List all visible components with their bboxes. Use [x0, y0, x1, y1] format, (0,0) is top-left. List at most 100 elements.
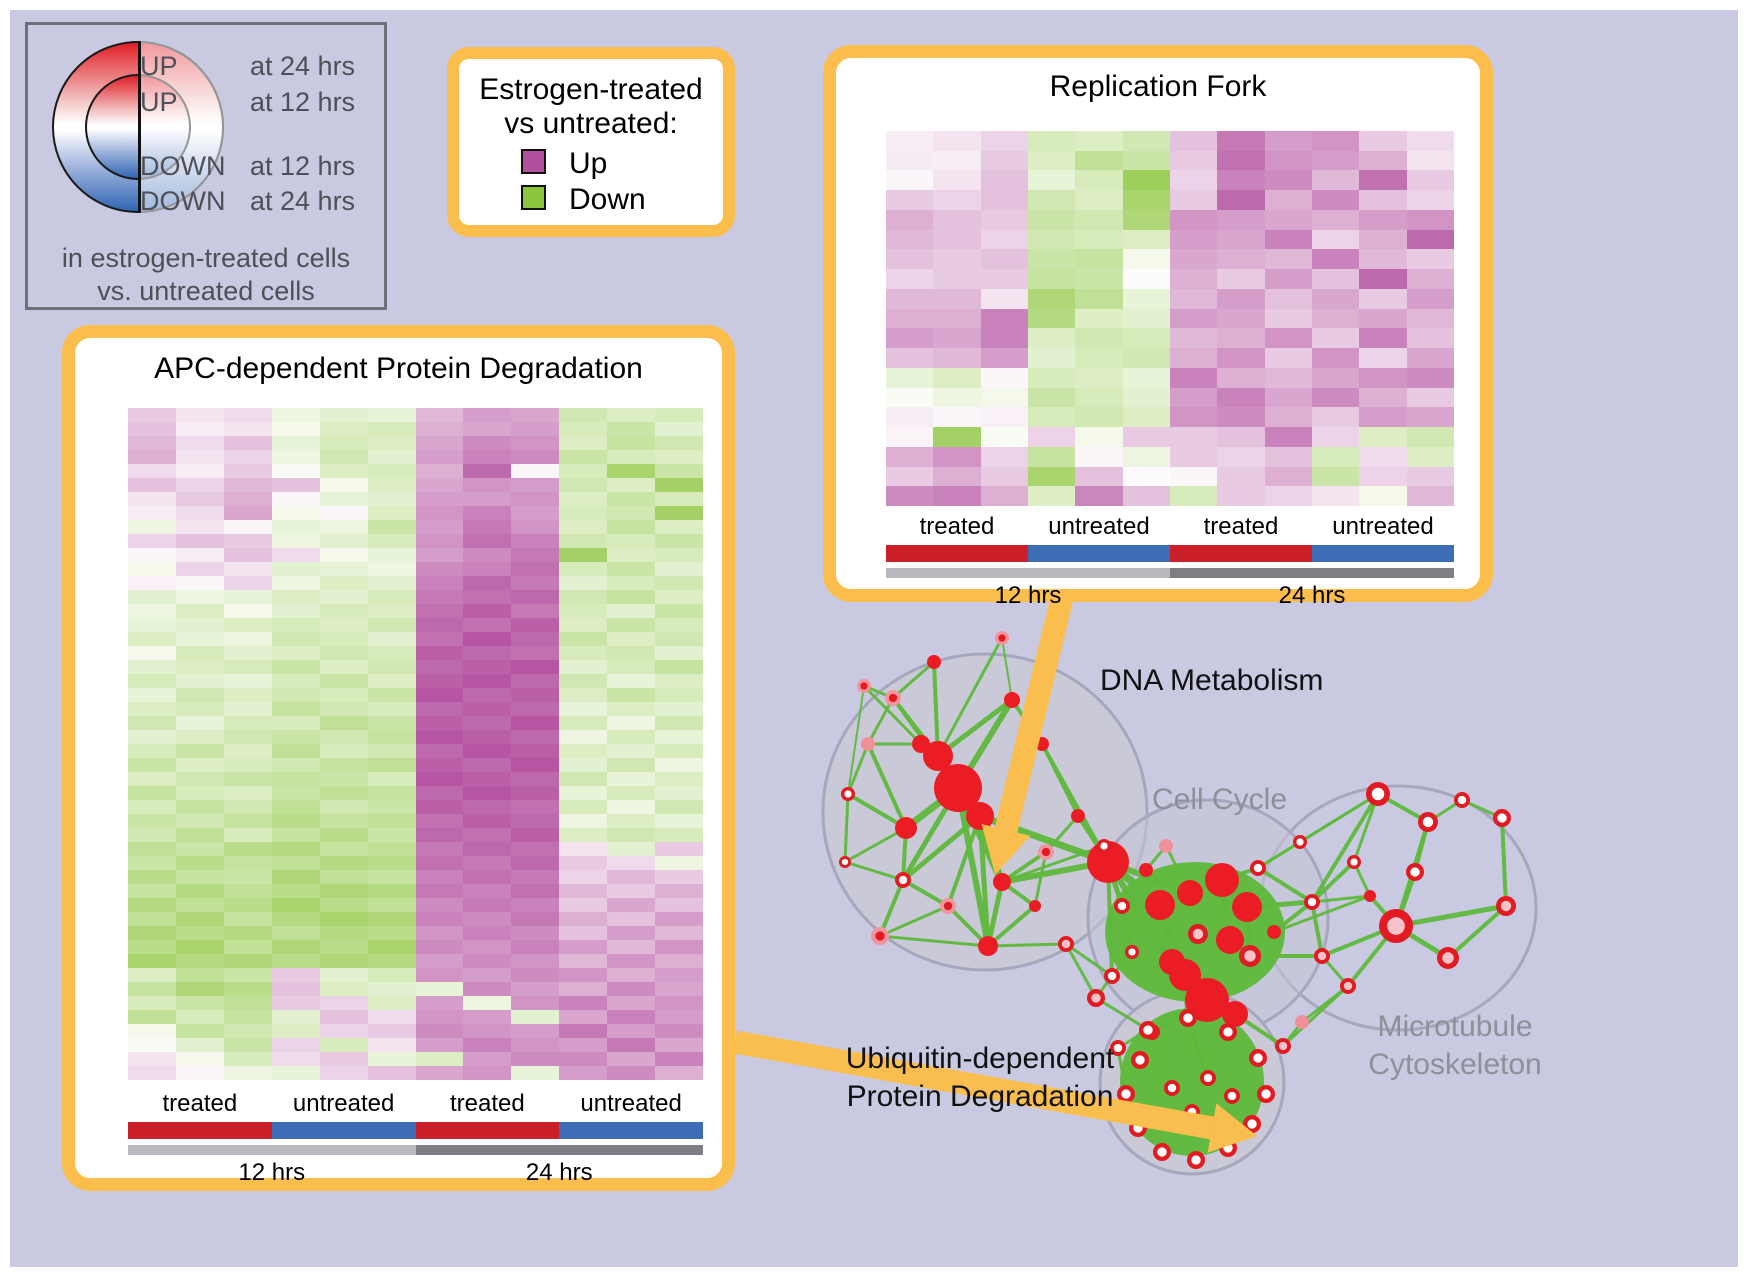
heatmap-cell — [128, 982, 176, 996]
heatmap-cell — [319, 716, 368, 730]
heatmap-cell — [607, 1024, 656, 1038]
heatmap-cell — [415, 464, 464, 478]
heatmap-cell — [1075, 170, 1123, 191]
heatmap-cell — [1311, 288, 1360, 309]
heatmap-cell — [128, 912, 176, 926]
heatmap-cell — [319, 674, 368, 688]
heatmap-cell — [1169, 466, 1218, 487]
heatmap-cell — [1027, 466, 1076, 487]
network-edge — [862, 684, 923, 746]
color-legend-title-line2: vs untreated: — [504, 107, 678, 140]
heatmap-cell — [319, 562, 368, 576]
heatmap-cell — [415, 576, 464, 590]
heatmap-cell — [223, 1010, 272, 1024]
heatmap-cell — [607, 506, 656, 520]
heatmap-cell — [511, 604, 560, 618]
heatmap-cell — [223, 814, 272, 828]
heatmap-cell — [1169, 190, 1218, 210]
heatmap-cell — [511, 828, 560, 842]
heatmap-cell — [415, 436, 464, 450]
heatmap-cell — [1406, 328, 1454, 349]
heatmap-cell — [175, 800, 224, 814]
heatmap-cell — [128, 730, 176, 744]
heatmap-cell — [607, 590, 656, 604]
heatmap-cell — [415, 688, 464, 702]
heatmap-cell — [128, 520, 176, 534]
heatmap-cell — [1311, 367, 1360, 388]
heatmap-cell — [559, 1038, 608, 1052]
heatmap-cell — [175, 1024, 224, 1038]
network-edge — [1272, 900, 1314, 934]
heatmap-cell — [128, 772, 176, 786]
heatmap-cell — [1075, 348, 1123, 368]
heatmap-cell — [223, 520, 272, 534]
heatmap-cell — [1169, 348, 1218, 368]
heatmap-cell — [511, 646, 560, 660]
heatmap-cell — [1217, 387, 1265, 408]
heatmap-cell — [1359, 209, 1407, 230]
heatmap-cell — [367, 968, 416, 982]
heatmap-cell — [271, 842, 320, 856]
heatmap-cell — [607, 688, 656, 702]
heatmap-cell — [319, 646, 368, 660]
heatmap-cell — [655, 618, 703, 632]
repfork-heatmap — [886, 131, 1454, 506]
heatmap-cell — [607, 534, 656, 548]
heatmap-cell — [1311, 427, 1360, 447]
heatmap-cell — [128, 702, 176, 716]
heatmap-cell — [655, 954, 703, 968]
replication-fork-panel: Replication Fork treated untreated treat… — [823, 45, 1493, 609]
heatmap-cell — [511, 1010, 560, 1024]
heatmap-cell — [655, 506, 703, 520]
heatmap-cell — [655, 632, 703, 646]
heatmap-cell — [1264, 348, 1312, 368]
heatmap-cell — [559, 744, 608, 758]
network-node — [1169, 959, 1201, 991]
network-edge — [847, 685, 865, 795]
network-edge — [846, 792, 908, 830]
heatmap-cell — [1169, 486, 1218, 506]
heatmap-cell — [415, 716, 464, 730]
heatmap-cell — [607, 954, 656, 968]
heatmap-cell — [511, 478, 560, 492]
heatmap-cell — [223, 730, 272, 744]
network-edge — [1310, 792, 1380, 904]
heatmap-cell — [223, 548, 272, 562]
heatmap-cell — [175, 926, 224, 940]
heatmap-cell — [1169, 131, 1218, 151]
heatmap-cell — [1027, 209, 1076, 230]
heatmap-cell — [1122, 367, 1170, 388]
heatmap-cell — [367, 534, 416, 548]
network-node-core — [1278, 1041, 1288, 1051]
heatmap-cell — [271, 898, 320, 912]
heatmap-cell — [319, 506, 368, 520]
heatmap-cell — [271, 828, 320, 842]
network-edge — [1310, 860, 1356, 904]
network-node-core — [1191, 1155, 1201, 1165]
heatmap-cell — [607, 702, 656, 716]
heatmap-cell — [1311, 466, 1360, 487]
heatmap-cell — [655, 926, 703, 940]
heatmap-cell — [319, 618, 368, 632]
heatmap-cell — [175, 660, 224, 674]
heatmap-cell — [1311, 209, 1360, 230]
heatmap-cell — [223, 856, 272, 870]
heatmap-cell — [128, 940, 176, 954]
group-label-treated-12: treated — [919, 513, 995, 540]
heatmap-cell — [511, 590, 560, 604]
heatmap-cell — [1075, 131, 1123, 151]
heatmap-cell — [223, 660, 272, 674]
heatmap-cell — [128, 1010, 176, 1024]
heatmap-cell — [367, 772, 416, 786]
heatmap-cell — [415, 618, 464, 632]
heatmap-cell — [655, 478, 703, 492]
label-microtubule-cytoskeleton: Microtubule Cytoskeleton — [1330, 1008, 1580, 1084]
heatmap-cell — [223, 674, 272, 688]
heatmap-cell — [655, 674, 703, 688]
heatmap-cell — [319, 408, 368, 422]
heatmap-cell — [463, 1038, 512, 1052]
network-edge — [879, 934, 989, 948]
heatmap-cell — [367, 1038, 416, 1052]
heatmap-cell — [271, 730, 320, 744]
heatmap-cell — [1122, 249, 1170, 270]
